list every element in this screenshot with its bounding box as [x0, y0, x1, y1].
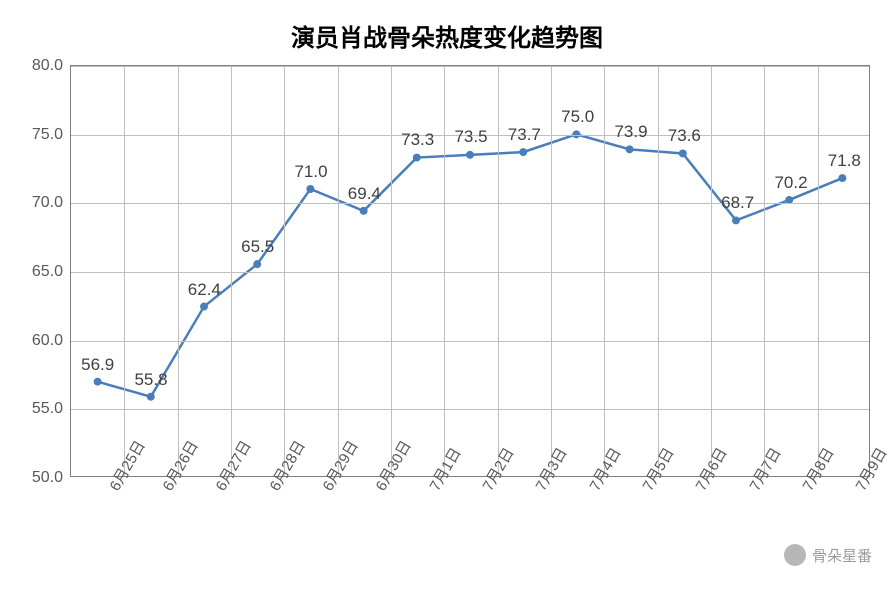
y-axis-label: 60.0 — [32, 332, 63, 350]
data-point — [253, 260, 261, 268]
x-axis-label: 7月2日 — [477, 484, 495, 495]
gridline-v — [124, 66, 125, 476]
gridline-v — [338, 66, 339, 476]
data-point — [626, 145, 634, 153]
y-axis-label: 65.0 — [32, 263, 63, 281]
x-axis-label: 7月6日 — [690, 484, 708, 495]
data-point — [732, 216, 740, 224]
data-point — [306, 185, 314, 193]
gridline-v — [284, 66, 285, 476]
x-axis-label: 6月30日 — [370, 484, 388, 495]
gridline-v — [444, 66, 445, 476]
x-axis-label: 7月4日 — [584, 484, 602, 495]
gridline-h — [71, 341, 869, 342]
gridline-h — [71, 409, 869, 410]
x-axis-label: 7月5日 — [637, 484, 655, 495]
chart-title: 演员肖战骨朵热度变化趋势图 — [0, 0, 894, 53]
x-axis-label: 7月1日 — [424, 484, 442, 495]
y-axis-label: 80.0 — [32, 57, 63, 75]
gridline-v — [498, 66, 499, 476]
data-label: 73.7 — [508, 125, 541, 145]
wechat-icon — [784, 544, 806, 566]
data-point — [360, 207, 368, 215]
y-axis-label: 50.0 — [32, 469, 63, 487]
gridline-v — [818, 66, 819, 476]
watermark-text: 骨朵星番 — [812, 545, 872, 566]
data-label: 73.9 — [614, 122, 647, 142]
data-point — [466, 151, 474, 159]
data-point — [519, 148, 527, 156]
data-point — [94, 378, 102, 386]
data-label: 69.4 — [348, 184, 381, 204]
data-label: 65.5 — [241, 237, 274, 257]
x-axis-label: 6月28日 — [264, 484, 282, 495]
data-point — [200, 303, 208, 311]
gridline-v — [178, 66, 179, 476]
data-label: 71.0 — [294, 162, 327, 182]
plot-area: 50.055.060.065.070.075.080.06月25日6月26日6月… — [70, 65, 870, 477]
gridline-v — [231, 66, 232, 476]
y-axis-label: 55.0 — [32, 400, 63, 418]
data-label: 68.7 — [721, 193, 754, 213]
x-axis-label: 6月29日 — [317, 484, 335, 495]
data-label: 55.8 — [134, 370, 167, 390]
data-point — [679, 149, 687, 157]
x-axis-label: 7月7日 — [744, 484, 762, 495]
x-axis-label: 7月8日 — [797, 484, 815, 495]
gridline-v — [711, 66, 712, 476]
x-axis-label: 7月3日 — [530, 484, 548, 495]
gridline-h — [71, 272, 869, 273]
chart-container: 演员肖战骨朵热度变化趋势图 50.055.060.065.070.075.080… — [0, 0, 894, 592]
data-label: 56.9 — [81, 355, 114, 375]
data-point — [147, 393, 155, 401]
data-label: 73.3 — [401, 130, 434, 150]
y-axis-label: 75.0 — [32, 126, 63, 144]
data-label: 70.2 — [774, 173, 807, 193]
data-label: 73.6 — [668, 126, 701, 146]
gridline-v — [391, 66, 392, 476]
data-label: 71.8 — [828, 151, 861, 171]
data-label: 73.5 — [454, 127, 487, 147]
data-point — [413, 154, 421, 162]
gridline-v — [604, 66, 605, 476]
x-axis-label: 6月26日 — [157, 484, 175, 495]
gridline-v — [551, 66, 552, 476]
y-axis-label: 70.0 — [32, 194, 63, 212]
x-axis-label: 7月9日 — [850, 484, 868, 495]
data-point — [838, 174, 846, 182]
gridline-h — [71, 66, 869, 67]
x-axis-label: 6月27日 — [210, 484, 228, 495]
gridline-v — [764, 66, 765, 476]
watermark: 骨朵星番 — [784, 544, 872, 566]
data-label: 62.4 — [188, 280, 221, 300]
data-label: 75.0 — [561, 107, 594, 127]
gridline-v — [658, 66, 659, 476]
x-axis-label: 6月25日 — [104, 484, 122, 495]
